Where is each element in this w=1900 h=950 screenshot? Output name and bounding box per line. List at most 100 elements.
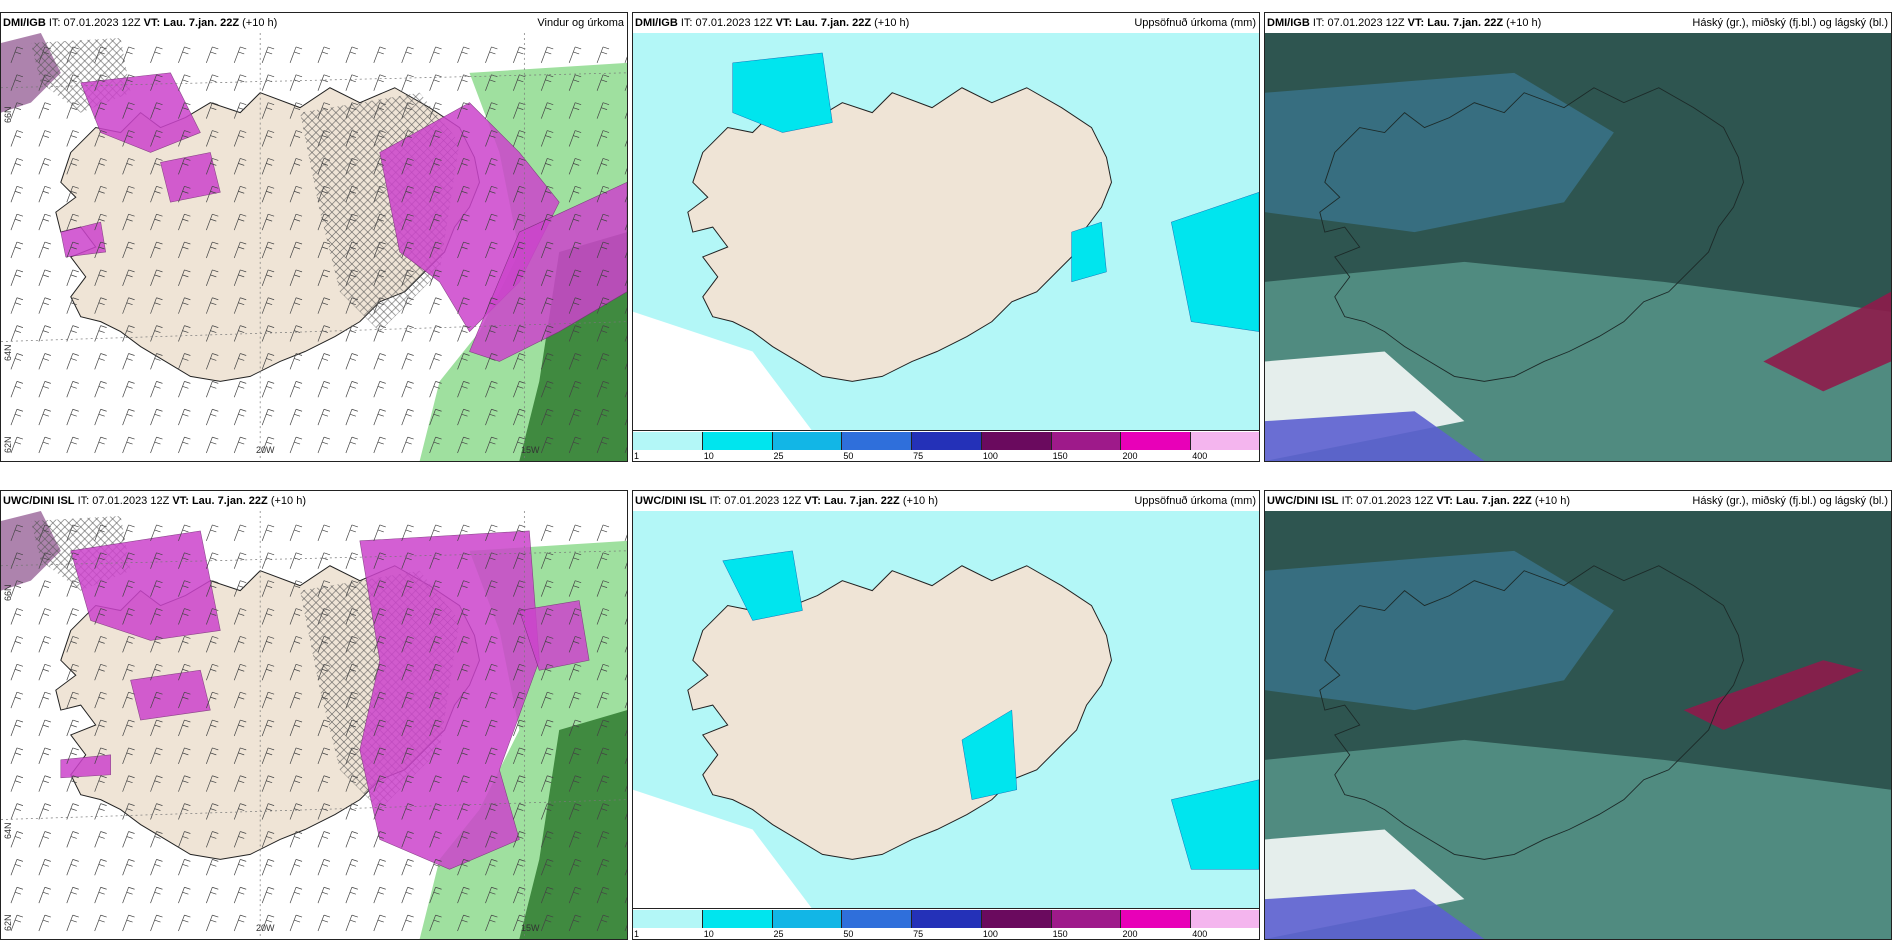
model-name: UWC/DINI ISL [1267, 495, 1339, 507]
colorbar: 1 10 25 50 75 100 150 200 400 [633, 908, 1259, 939]
wind-barb [233, 297, 247, 314]
wind-barb [485, 269, 498, 286]
wind-barb [233, 775, 247, 792]
wind-barb [261, 436, 275, 454]
wind-barb [513, 130, 526, 147]
wind-barb [624, 757, 627, 764]
wind-barb [596, 185, 610, 203]
run-info: UWC/DINI ISL IT: 07.01.2023 12Z VT: Lau.… [3, 491, 306, 511]
wind-barb [401, 158, 414, 175]
wind-barb [485, 914, 498, 932]
wind-barb [540, 213, 554, 231]
wind-barb [457, 859, 470, 876]
wind-barb [568, 130, 582, 147]
wind-barb [624, 896, 627, 904]
wind-barb [457, 102, 470, 119]
axis-label-lon_20w: 20W [256, 923, 275, 933]
precip-dark-green [519, 710, 627, 939]
wind-barb [373, 719, 386, 737]
wind-barb [317, 130, 331, 147]
wind-barb [596, 436, 610, 454]
wind-barb [568, 859, 582, 876]
wind-barb [457, 719, 470, 737]
wind-barb [261, 803, 275, 820]
wind-barb [373, 524, 386, 541]
panel-header: UWC/DINI ISL IT: 07.01.2023 12Z VT: Lau.… [633, 491, 1259, 511]
wind-barb [485, 241, 498, 259]
wind-barb [401, 241, 414, 259]
map-panel-dmi-accum: DMI/IGB IT: 07.01.2023 12Z VT: Lau. 7.ja… [632, 12, 1260, 462]
it-label: IT: [48, 17, 61, 29]
wind-barb [429, 213, 442, 231]
wind-barb [457, 524, 470, 541]
colorbar-swatch [772, 432, 843, 450]
wind-barb [289, 353, 303, 370]
wind-barb [317, 74, 331, 91]
wind-barb [10, 408, 24, 426]
wind-barb [38, 269, 51, 286]
wind-barb [122, 158, 135, 175]
wind-barb [485, 636, 498, 653]
wind-barb [568, 580, 582, 597]
wind-barb [401, 185, 414, 203]
wind-barb [540, 408, 554, 426]
wind-barb [289, 552, 303, 569]
wind-barb [178, 241, 191, 259]
wind-barb [38, 325, 51, 342]
colorbar-label: 25 [773, 929, 784, 939]
wind-barb [38, 524, 51, 541]
wind-barb [94, 886, 107, 904]
it-value: 07.01.2023 12Z [1327, 17, 1405, 29]
wind-barb [122, 74, 135, 91]
panel-header: DMI/IGB IT: 07.01.2023 12Z VT: Lau. 7.ja… [1265, 13, 1891, 33]
colorbar-label: 100 [982, 929, 998, 939]
wind-barb [10, 213, 24, 231]
wind-barb [317, 408, 331, 426]
wind-barb [596, 158, 610, 175]
wind-barb [429, 436, 442, 454]
wind-barb [596, 552, 610, 569]
wind-barb [317, 580, 331, 597]
wind-barb [401, 775, 414, 792]
wind-barb [596, 747, 610, 764]
wind-barb [457, 158, 470, 175]
colorbar-swatch [1051, 910, 1122, 928]
wind-barb [345, 185, 358, 203]
wind-barb [206, 691, 219, 709]
colorbar-label: 75 [913, 929, 924, 939]
wind-barb [66, 46, 79, 63]
wind-barb [66, 158, 79, 175]
wind-barb [233, 747, 247, 764]
wind-barb [540, 831, 554, 848]
high-cloud-blue-area [1265, 889, 1485, 939]
wind-barb [373, 269, 386, 286]
wind-barb [94, 859, 107, 876]
wind-barb [373, 580, 386, 597]
wind-barb [457, 269, 470, 286]
wind-barb [178, 747, 191, 764]
wind-barb [401, 408, 414, 426]
wind-barb [429, 886, 442, 904]
wind-barb [122, 803, 135, 820]
wind-barb [373, 213, 386, 231]
wind-barb [233, 46, 247, 63]
wind-barb [233, 325, 247, 342]
wind-barb [624, 841, 627, 848]
wind-barb [38, 158, 51, 175]
wind-barb [94, 663, 107, 681]
wind-barb [178, 803, 191, 820]
wind-barb [66, 297, 79, 314]
wind-barb [485, 408, 498, 426]
wind-barb [540, 269, 554, 286]
wind-barb [66, 803, 79, 820]
high-cloud-blue-area [1265, 411, 1485, 461]
wind-barb [122, 831, 135, 848]
wind-barb [233, 381, 247, 398]
wind-barb [94, 325, 107, 342]
wind-barb [457, 213, 470, 231]
wind-barb [457, 74, 470, 91]
colorbar-swatch [1121, 910, 1192, 928]
wind-barb [345, 747, 358, 764]
wind-barb [289, 408, 303, 426]
wind-barb [568, 353, 582, 370]
